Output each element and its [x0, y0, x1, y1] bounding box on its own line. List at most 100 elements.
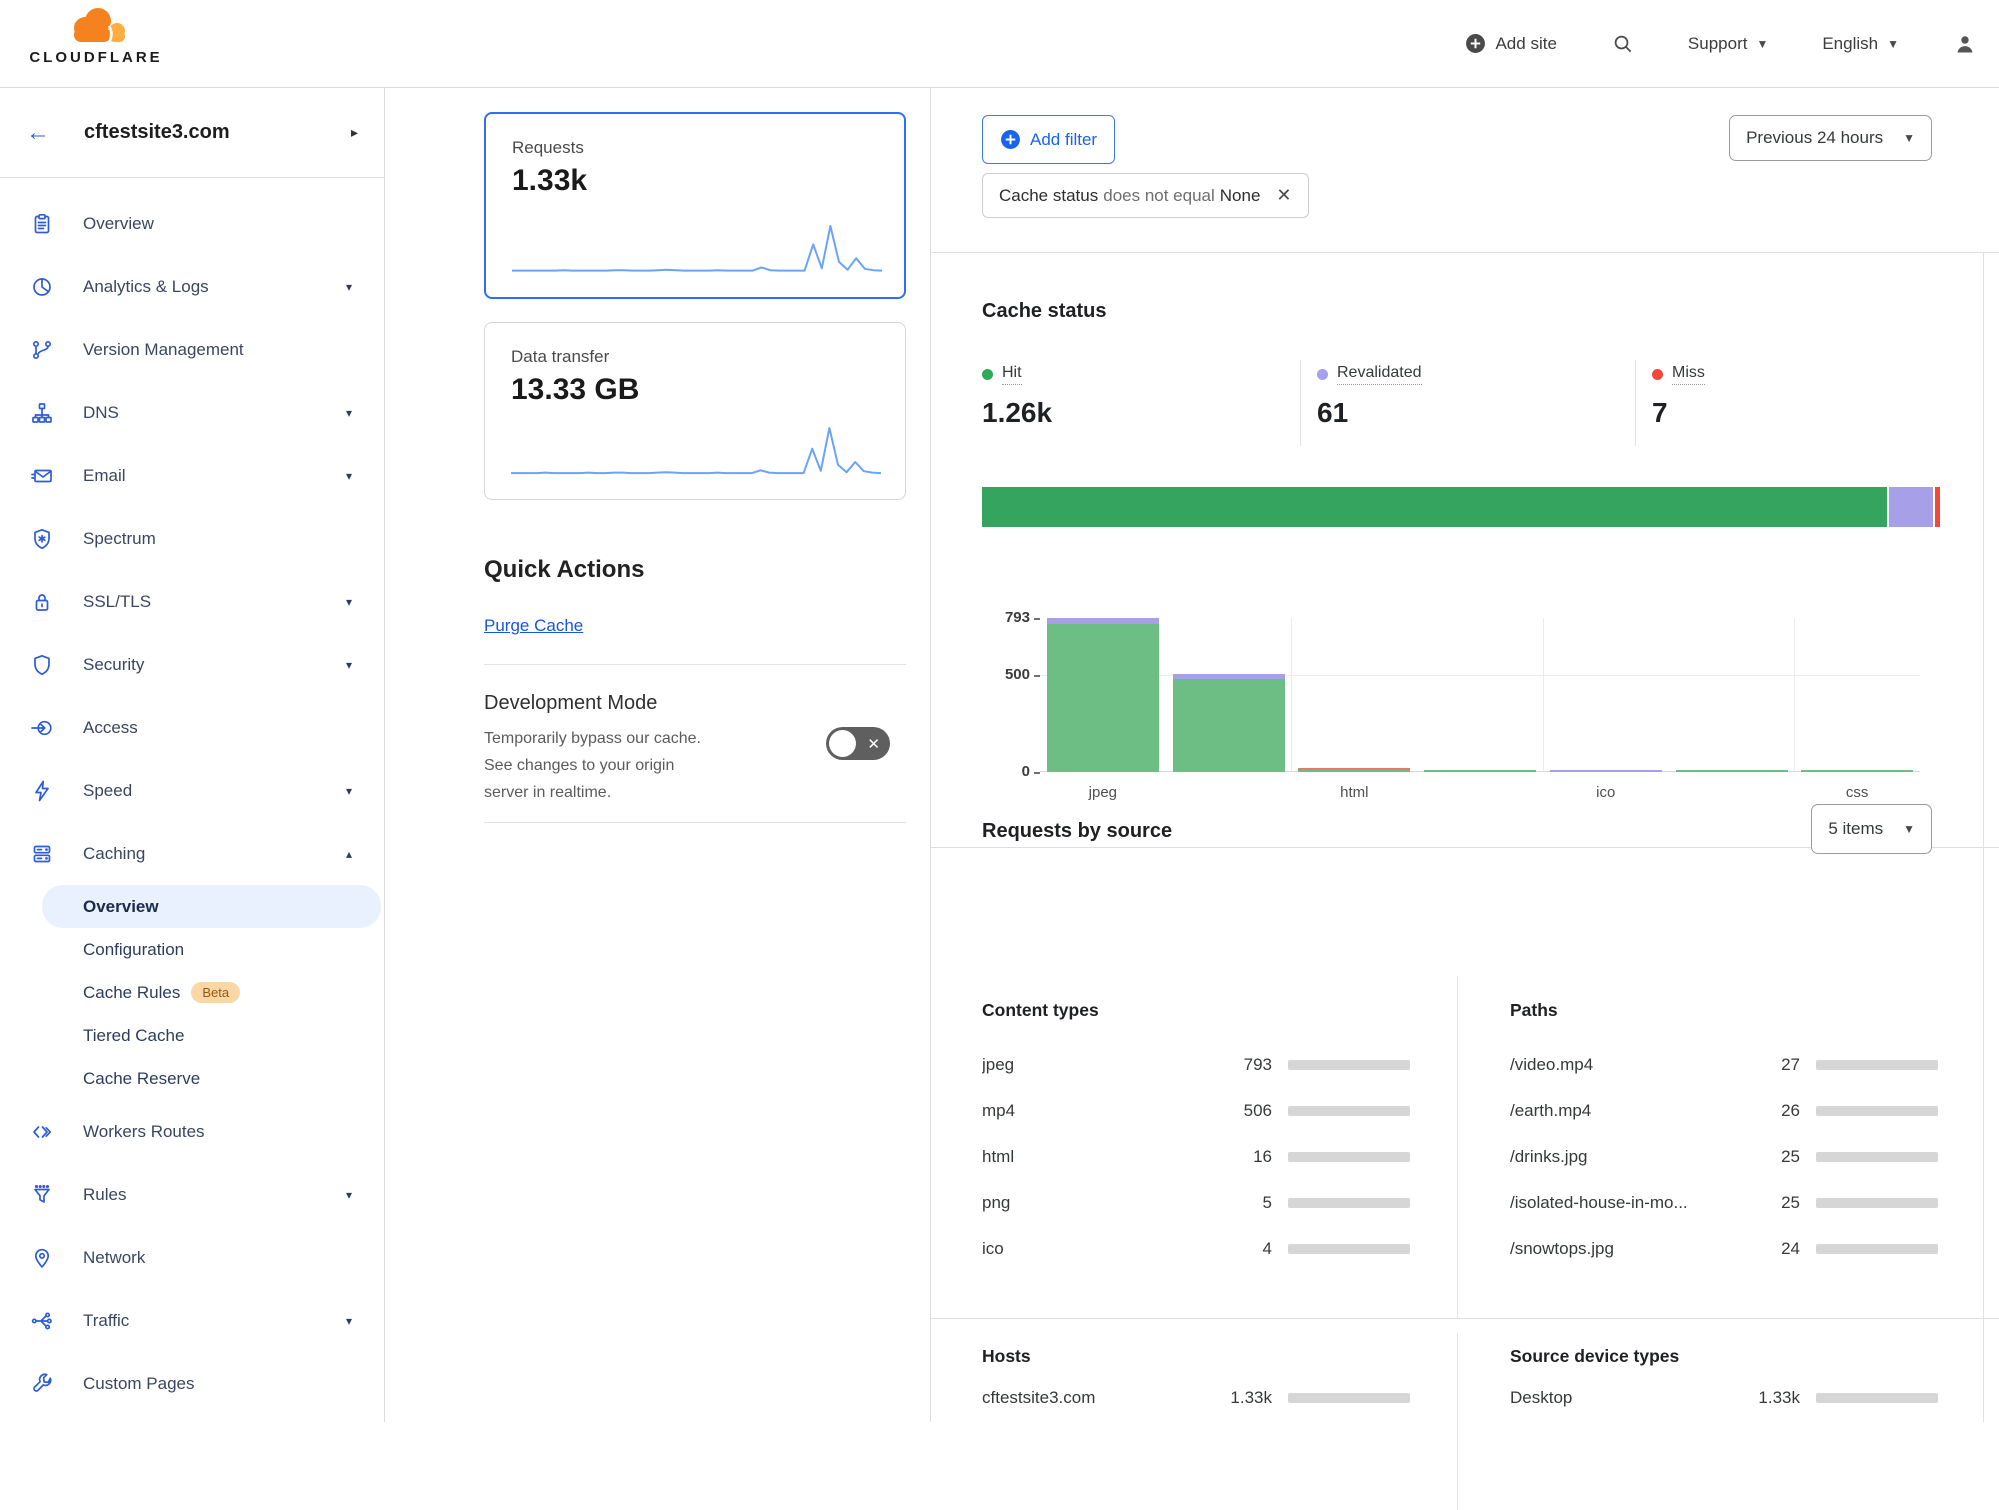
item-label: mp4	[982, 1101, 1016, 1120]
sidebar-item-network[interactable]: Network	[0, 1226, 384, 1289]
sidebar-subitem-label: Cache Reserve	[83, 1068, 201, 1088]
sidebar-item-security[interactable]: Security ▾	[0, 633, 384, 696]
cloudflare-logo[interactable]: CLOUDFLARE	[16, 4, 176, 66]
sidebar-item-access[interactable]: Access	[0, 696, 384, 759]
data-transfer-metric-card[interactable]: Data transfer 13.33 GB	[484, 322, 906, 500]
usage-bar-track	[1288, 1244, 1410, 1254]
toggle-knob	[829, 730, 856, 757]
sidebar-item-label: Access	[83, 717, 138, 737]
support-menu[interactable]: Support ▼	[1687, 33, 1769, 53]
revalidated-dot-icon	[1317, 369, 1328, 380]
add-filter-button[interactable]: Add filter	[982, 115, 1116, 164]
development-mode-title: Development Mode	[484, 692, 658, 714]
purge-cache-link[interactable]: Purge Cache	[484, 616, 584, 635]
sidebar-subitem-caching-overview[interactable]: Overview	[42, 885, 381, 928]
source-device-types-heading: Source device types	[1510, 1346, 1680, 1366]
remove-filter-icon[interactable]: ✕	[1276, 185, 1292, 205]
y-axis-tick-label: 793	[1004, 609, 1030, 626]
hit-dot-icon	[982, 369, 993, 380]
stat-label[interactable]: Miss	[1672, 364, 1705, 385]
sidebar-item-analytics-logs[interactable]: Analytics & Logs ▾	[0, 255, 384, 318]
item-value: 793	[1243, 1055, 1272, 1074]
gridline	[1040, 674, 1920, 676]
metric-label: Data transfer	[511, 347, 610, 366]
usage-bar-track	[1816, 1244, 1938, 1254]
usage-bar-track	[1288, 1060, 1410, 1070]
sidebar-item-caching[interactable]: Caching ▴	[0, 822, 384, 885]
bar-segment-hit	[1424, 770, 1537, 772]
chevron-down-icon: ▾	[345, 1187, 352, 1202]
list-item: /drinks.jpg 25	[1510, 1143, 1938, 1171]
chevron-down-icon: ▼	[1903, 822, 1915, 836]
quick-actions-title: Quick Actions	[484, 556, 645, 583]
cache-status-ratio-bar	[982, 487, 1940, 527]
divider	[1635, 360, 1636, 446]
sidebar-subitem-caching-configuration[interactable]: Configuration	[42, 928, 381, 971]
item-label: Desktop	[1510, 1388, 1573, 1407]
beta-badge: Beta	[191, 982, 241, 1003]
sidebar-subitem-caching-cache-rules[interactable]: Cache Rules Beta	[42, 971, 381, 1014]
sidebar-item-label: SSL/TLS	[83, 591, 152, 611]
custom-pages-icon	[30, 1372, 54, 1396]
add-site-button[interactable]: Add site	[1465, 33, 1557, 54]
sidebar-item-dns[interactable]: DNS ▾	[0, 381, 384, 444]
sidebar-item-version-management[interactable]: Version Management	[0, 318, 384, 381]
security-icon	[30, 653, 54, 677]
cache-status-stat-revalidated: Revalidated 61	[1317, 364, 1422, 429]
bar-unlabeled	[1675, 770, 1788, 772]
chevron-down-icon: ▼	[1887, 36, 1899, 51]
item-value: 24	[1781, 1239, 1800, 1258]
item-label: /earth.mp4	[1510, 1101, 1592, 1120]
item-value: 25	[1781, 1193, 1800, 1212]
development-mode-description: Temporarily bypass our cache. See change…	[484, 730, 701, 801]
hosts-heading: Hosts	[982, 1346, 1031, 1366]
email-icon	[30, 464, 54, 488]
chevron-right-icon[interactable]: ▸	[350, 124, 358, 140]
stat-label[interactable]: Revalidated	[1337, 364, 1422, 385]
usage-bar-track	[1816, 1152, 1938, 1162]
account-button[interactable]	[1953, 32, 1977, 56]
site-selector: ← cftestsite3.com ▸	[0, 88, 384, 178]
sidebar-item-rules[interactable]: Rules ▾	[0, 1163, 384, 1226]
search-button[interactable]	[1611, 32, 1634, 55]
back-arrow-icon[interactable]: ←	[26, 118, 50, 146]
sidebar-subitem-caching-tiered-cache[interactable]: Tiered Cache	[42, 1014, 381, 1057]
sidebar-item-workers-routes[interactable]: Workers Routes	[0, 1100, 384, 1163]
list-item: mp4 506	[982, 1097, 1410, 1125]
sidebar-item-email[interactable]: Email ▾	[0, 444, 384, 507]
version-icon	[30, 338, 54, 362]
network-icon	[30, 1246, 54, 1270]
list-item: png 5	[982, 1189, 1410, 1217]
filter-chip[interactable]: Cache status does not equal None ✕	[982, 173, 1309, 218]
sidebar-item-custom-pages[interactable]: Custom Pages	[0, 1352, 384, 1415]
sidebar-subitem-caching-cache-reserve[interactable]: Cache Reserve	[42, 1057, 381, 1100]
sidebar-nav: Overview Analytics & Logs ▾ Version Managem…	[0, 178, 384, 1415]
metric-value: 13.33 GB	[511, 373, 640, 406]
sidebar-item-label: Custom Pages	[83, 1373, 195, 1393]
requests-metric-card[interactable]: Requests 1.33k	[484, 112, 906, 299]
divider	[484, 664, 906, 665]
time-range-dropdown[interactable]: Previous 24 hours ▼	[1729, 115, 1932, 161]
sidebar-item-speed[interactable]: Speed ▾	[0, 759, 384, 822]
item-label: ico	[982, 1239, 1004, 1258]
paths-list: /video.mp4 27/earth.mp4 26/drinks.jpg 25/is…	[1510, 1051, 1938, 1281]
stat-label[interactable]: Hit	[1002, 364, 1022, 385]
list-item: /isolated-house-in-mo... 25	[1510, 1189, 1938, 1217]
sidebar-item-overview[interactable]: Overview	[0, 192, 384, 255]
development-mode-toggle[interactable]: ✕	[826, 727, 890, 760]
y-axis-tick-label: 500	[1004, 665, 1030, 683]
sidebar-item-spectrum[interactable]: Spectrum	[0, 507, 384, 570]
list-item: /earth.mp4 26	[1510, 1097, 1938, 1125]
sidebar-item-ssl-tls[interactable]: SSL/TLS ▾	[0, 570, 384, 633]
miss-dot-icon	[1652, 369, 1663, 380]
divider	[484, 822, 906, 823]
sidebar-item-traffic[interactable]: Traffic ▾	[0, 1289, 384, 1352]
items-count-dropdown[interactable]: 5 items ▼	[1811, 804, 1932, 854]
speed-icon	[30, 779, 54, 803]
x-axis-label: css	[1845, 784, 1869, 801]
usage-bar-track	[1288, 1393, 1410, 1403]
chevron-down-icon: ▼	[1756, 36, 1769, 51]
language-menu[interactable]: English ▼	[1822, 33, 1899, 53]
logo-wordmark: CLOUDFLARE	[29, 49, 163, 66]
plus-circle-icon	[1001, 130, 1020, 149]
